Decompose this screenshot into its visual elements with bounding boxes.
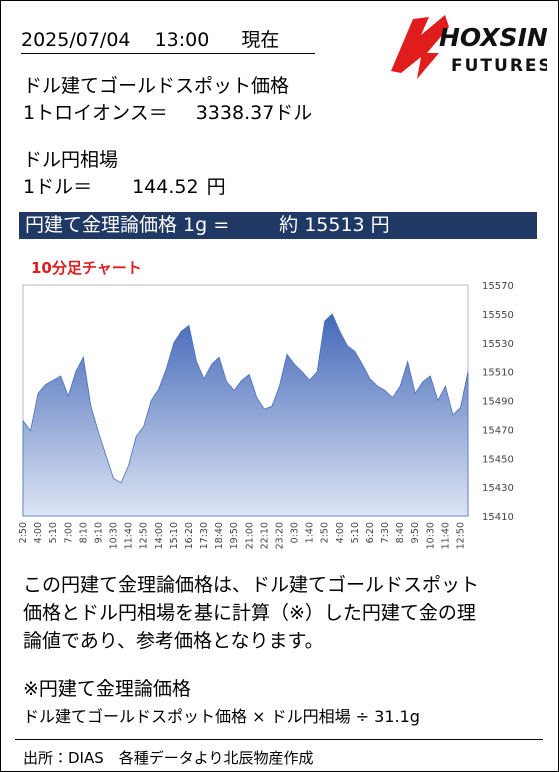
x-tick-label: 12:50 (139, 522, 150, 549)
header-line: 2025/07/04 13:00 現在 (21, 25, 315, 54)
y-tick-label: 15510 (482, 368, 514, 379)
fx-line: 1ドル＝ 144.52 円 (23, 172, 226, 199)
note-line: 論値であり、参考価格となります。 (23, 630, 324, 652)
logo-text: HOXSIN (439, 23, 547, 52)
x-tick-label: 7:00 (63, 522, 74, 543)
x-tick-label: 19:50 (229, 522, 240, 549)
banner: 円建て金理論価格 1g = 約 15513 円 (19, 212, 537, 239)
banner-value: 約 15513 円 (279, 214, 390, 236)
gold-unit-label: 1トロイオンス＝ (23, 102, 168, 124)
area (22, 313, 469, 517)
x-tick-label: 22:10 (259, 522, 270, 549)
note: この円建て金理論価格は、ドル建てゴールドスポット 価格とドル円相場を基に計算（※… (23, 571, 479, 655)
x-tick-label: 17:30 (199, 522, 210, 549)
x-tick-label: 15:10 (169, 522, 180, 549)
x-tick-label: 2:50 (18, 522, 29, 543)
fx-label: ドル円相場 (23, 149, 119, 171)
x-tick-label: 12:50 (455, 522, 466, 549)
x-tick-label: 21:00 (244, 522, 255, 549)
x-tick-label: 6:20 (365, 522, 376, 543)
status: 現在 (241, 29, 280, 51)
gold-line: 1トロイオンス＝ 3338.37ドル (23, 98, 312, 125)
fx-value: 144.52 (132, 176, 199, 198)
x-tick-label: 0:30 (290, 522, 301, 543)
x-tick-label: 5:10 (48, 522, 59, 543)
x-tick-label: 11:40 (124, 522, 135, 549)
time: 13:00 (154, 29, 210, 51)
x-tick-label: 8:10 (78, 522, 89, 543)
divider (15, 739, 543, 740)
x-tick-label: 11:40 (440, 522, 451, 549)
chart: 15410 15430 15450 15470 15490 15510 15530 15550… (18, 281, 514, 549)
y-tick-label: 15550 (482, 310, 514, 321)
formula-title: ※円建て金理論価格 (23, 678, 191, 700)
x-tick-label: 4:00 (335, 522, 346, 543)
x-tick-label: 23:20 (274, 522, 285, 549)
x-tick-label: 5:10 (350, 522, 361, 543)
x-tick-label: 8:40 (395, 522, 406, 543)
fx-unit: 円 (206, 176, 226, 198)
chart-title: 10分足チャート (31, 259, 142, 277)
gold-unit: ドル (274, 102, 313, 124)
gold-value: 3338.37 (195, 102, 275, 124)
y-tick-label: 15570 (482, 281, 514, 292)
y-tick-label: 15410 (482, 512, 514, 523)
x-tick-label: 10:30 (425, 522, 436, 549)
y-tick-label: 15490 (482, 397, 514, 408)
gold-label: ドル建てゴールドスポット価格 (23, 75, 290, 97)
note-line: この円建て金理論価格は、ドル建てゴールドスポット (23, 574, 480, 596)
y-tick-label: 15530 (482, 339, 514, 350)
x-tick-label: 7:30 (380, 522, 391, 543)
banner-label: 円建て金理論価格 1g = (25, 214, 230, 236)
x-tick-label: 10:30 (109, 522, 120, 549)
y-tick-label: 15450 (482, 454, 514, 465)
x-tick-label: 16:20 (184, 522, 195, 549)
fx-unit-label: 1ドル＝ (23, 176, 93, 198)
formula-text: ドル建てゴールドスポット価格 × ドル円相場 ÷ 31.1g (23, 707, 420, 726)
y-tick-label: 15470 (482, 425, 514, 436)
logo-mark (391, 15, 449, 79)
x-tick-label: 4:00 (33, 522, 44, 543)
x-tick-label: 9:10 (93, 522, 104, 543)
x-tick-label: 18:40 (214, 522, 225, 549)
x-tick-label: 9:50 (410, 522, 421, 543)
x-tick-label: 14:00 (154, 522, 165, 549)
x-tick-label: 2:50 (320, 522, 331, 543)
x-tick-label: 1:40 (305, 522, 316, 543)
logo: HOXSIN FUTURES (391, 15, 547, 79)
date: 2025/07/04 (21, 29, 131, 51)
logo-sub: FUTURES (451, 56, 547, 76)
note-line: 価格とドル円相場を基に計算（※）した円建て金の理 (23, 602, 476, 624)
y-tick-label: 15430 (482, 483, 514, 494)
source: 出所：DIAS 各種データより北辰物産作成 (23, 749, 314, 767)
